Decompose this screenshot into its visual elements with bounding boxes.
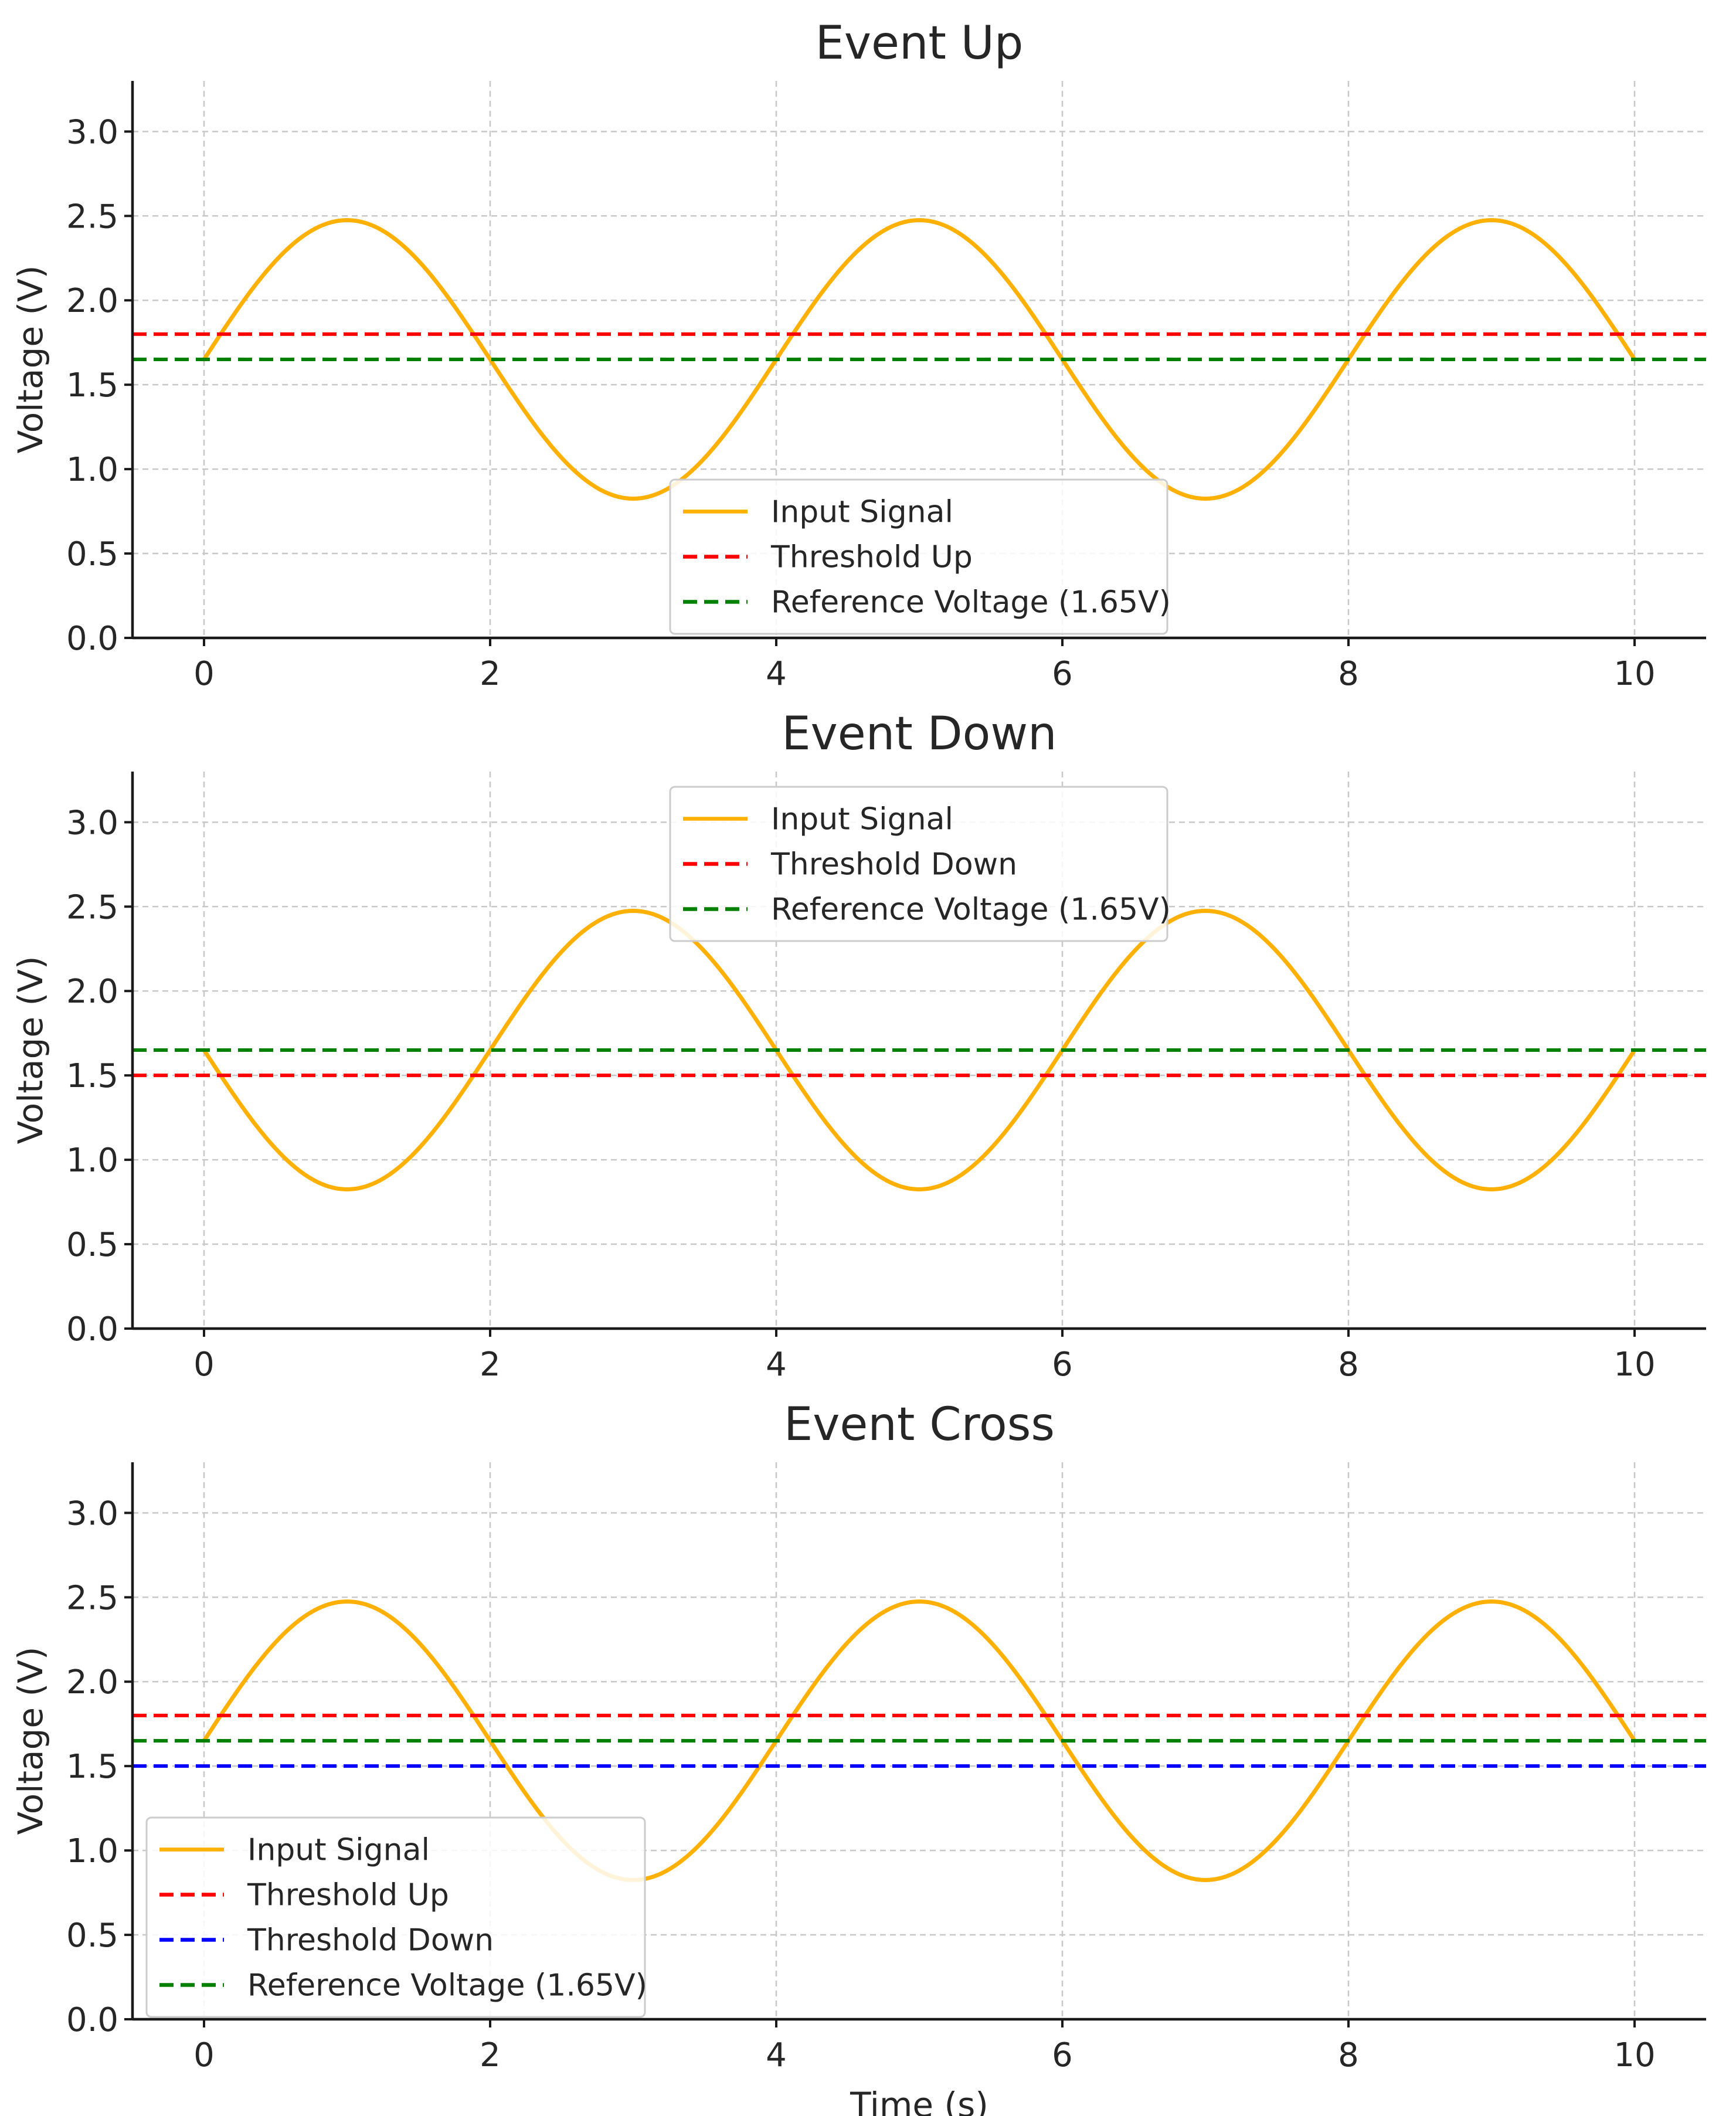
chart-title: Event Down	[782, 708, 1056, 760]
series-line-input-signal	[202, 909, 1637, 1191]
y-tick-label: 1.0	[66, 1142, 118, 1180]
legend-label: Input Signal	[247, 1833, 430, 1868]
y-tick-label: 1.0	[66, 1832, 118, 1870]
y-tick-label: 0.0	[66, 1310, 118, 1349]
x-tick-label: 0	[193, 2036, 215, 2074]
legend: Input Signal Threshold Down Reference Volt…	[669, 786, 1171, 942]
chart-panel-1: Event Up 0 2 4 6 8 10 0.0 0.5 1.0 1.5 2.0 2.5 3.0 Volt…	[11, 17, 1706, 693]
y-tick-label: 3.0	[66, 113, 118, 151]
x-tick-label: 4	[766, 1346, 787, 1384]
chart-panel-2: Event Down 0 2 4 6 8 10 0.0 0.5 1.0 1.5 2.0 2.5 3.0 Vo…	[11, 708, 1706, 1384]
x-tick-label: 2	[480, 2036, 501, 2074]
legend-label: Threshold Down	[247, 1923, 494, 1958]
y-tick-label: 2.0	[66, 973, 118, 1011]
y-tick-label: 0.0	[66, 620, 118, 658]
legend-label: Input Signal	[771, 495, 953, 530]
x-tick-label: 4	[766, 655, 787, 693]
y-axis-label: Voltage (V)	[11, 266, 50, 454]
legend-label: Reference Voltage (1.65V)	[771, 585, 1171, 620]
y-tick-label: 3.0	[66, 1495, 118, 1533]
x-tick-label: 6	[1052, 2036, 1073, 2074]
series-line-input-signal	[202, 218, 1637, 501]
series-line-input-signal	[202, 1599, 1637, 1882]
y-tick-label: 1.0	[66, 451, 118, 489]
chart-title: Event Cross	[784, 1398, 1055, 1451]
x-tick-label: 10	[1613, 2036, 1655, 2074]
x-tick-label: 6	[1052, 1346, 1073, 1384]
legend-label: Threshold Up	[770, 540, 973, 575]
y-tick-label: 0.5	[66, 535, 118, 573]
legend: Input Signal Threshold Up Threshold Down Re…	[145, 1816, 647, 2018]
legend-label: Input Signal	[771, 802, 953, 837]
legend: Input Signal Threshold Up Reference Voltag…	[669, 478, 1171, 635]
legend-frame	[669, 786, 1168, 942]
y-tick-label: 1.5	[66, 366, 118, 405]
y-tick-label: 2.0	[66, 1663, 118, 1701]
y-tick-label: 1.5	[66, 1057, 118, 1095]
y-tick-label: 0.5	[66, 1917, 118, 1955]
y-tick-label: 2.5	[66, 888, 118, 926]
y-tick-label: 3.0	[66, 804, 118, 842]
x-tick-label: 0	[193, 655, 215, 693]
x-tick-label: 8	[1338, 655, 1359, 693]
x-tick-label: 8	[1338, 1346, 1359, 1384]
chart-panel-3: Event Cross 0 2 4 6 8 10 0.0 0.5 1.0 1.5 2.0 2.5 3.0 V…	[11, 1398, 1706, 2116]
y-axis-label: Voltage (V)	[11, 956, 50, 1144]
y-tick-label: 0.0	[66, 2001, 118, 2039]
legend-label: Threshold Up	[247, 1878, 449, 1913]
legend-label: Threshold Down	[770, 847, 1017, 882]
y-tick-label: 1.5	[66, 1748, 118, 1786]
legend-label: Reference Voltage (1.65V)	[247, 1968, 647, 2003]
x-tick-label: 6	[1052, 655, 1073, 693]
x-tick-label: 10	[1613, 1346, 1655, 1384]
y-tick-label: 2.5	[66, 1579, 118, 1617]
legend-frame	[145, 1816, 646, 2018]
x-tick-label: 2	[480, 655, 501, 693]
x-tick-label: 0	[193, 1346, 215, 1384]
legend-frame	[669, 478, 1168, 635]
y-axis-label: Voltage (V)	[11, 1647, 50, 1835]
y-tick-label: 0.5	[66, 1226, 118, 1264]
x-tick-label: 8	[1338, 2036, 1359, 2074]
x-tick-label: 2	[480, 1346, 501, 1384]
y-tick-label: 2.0	[66, 282, 118, 320]
x-axis-label: Time (s)	[850, 2085, 988, 2116]
x-tick-label: 10	[1613, 655, 1655, 693]
chart-title: Event Up	[816, 17, 1024, 70]
y-tick-label: 2.5	[66, 198, 118, 236]
legend-label: Reference Voltage (1.65V)	[771, 892, 1171, 928]
x-tick-label: 4	[766, 2036, 787, 2074]
